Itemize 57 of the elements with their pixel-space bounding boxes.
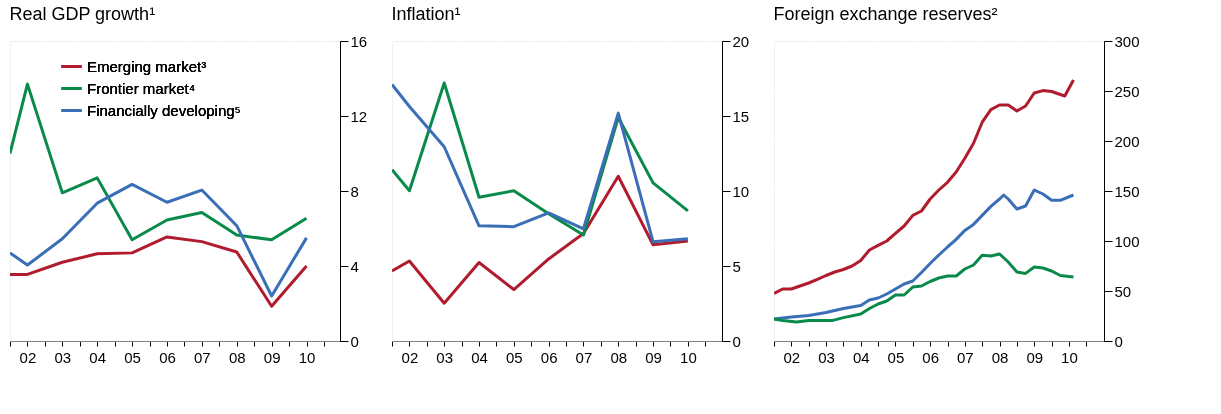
line-series — [392, 174, 690, 305]
y-tick-label: 50 — [1114, 282, 1132, 300]
x-tick-label: 06 — [922, 348, 939, 366]
chart-title: Real GDP growth¹ — [9, 4, 156, 24]
x-tick-label: 02 — [19, 348, 37, 366]
x-tick-label: 05 — [505, 348, 523, 366]
x-tick-label: 04 — [89, 348, 107, 366]
line-series — [10, 182, 309, 298]
y-tick-label: 0 — [1114, 332, 1123, 350]
x-tick-label: 10 — [680, 348, 697, 366]
x-tick-label: 06 — [540, 348, 558, 366]
y-tick-label: 12 — [350, 107, 368, 125]
line-series — [774, 252, 1075, 324]
x-tick-label: 05 — [124, 348, 141, 366]
x-tick-label: 08 — [991, 348, 1009, 366]
chart-title: Inflation¹ — [391, 4, 461, 24]
x-tick-label: 03 — [54, 348, 72, 366]
legend-label: Frontier market⁴ — [87, 79, 196, 97]
y-tick-label: 8 — [350, 182, 359, 200]
x-tick-label: 07 — [194, 348, 211, 366]
x-tick-label: 02 — [783, 348, 801, 366]
x-tick-label: 07 — [957, 348, 974, 366]
x-tick-label: 02 — [401, 348, 419, 366]
y-tick-label: 5 — [732, 257, 741, 275]
x-tick-label: 04 — [471, 348, 488, 366]
x-tick-label: 10 — [1061, 348, 1078, 366]
x-tick-label: 09 — [645, 348, 662, 366]
line-series — [774, 78, 1075, 295]
x-tick-label: 09 — [1026, 348, 1044, 366]
x-tick-label: 09 — [263, 348, 281, 366]
x-tick-label: 10 — [298, 348, 316, 366]
x-tick-label: 08 — [610, 348, 628, 366]
line-series — [774, 188, 1075, 321]
y-tick-label: 0 — [350, 332, 359, 350]
y-tick-label: 4 — [350, 257, 359, 275]
x-tick-label: 03 — [818, 348, 835, 366]
x-tick-label: 07 — [575, 348, 593, 366]
y-tick-label: 10 — [732, 182, 750, 200]
y-tick-label: 250 — [1114, 82, 1140, 100]
y-tick-label: 150 — [1114, 182, 1140, 200]
y-tick-label: 100 — [1114, 232, 1140, 250]
y-tick-label: 200 — [1114, 132, 1140, 150]
x-tick-label: 05 — [887, 348, 905, 366]
x-tick-label: 06 — [159, 348, 176, 366]
legend-label: Financially developing⁵ — [87, 101, 241, 119]
x-tick-label: 08 — [228, 348, 246, 366]
legend-label: Emerging market³ — [87, 57, 207, 75]
y-tick-label: 16 — [350, 32, 368, 50]
y-tick-label: 0 — [732, 332, 741, 350]
chart-title: Foreign exchange reserves² — [773, 4, 998, 24]
x-tick-label: 03 — [436, 348, 454, 366]
line-series — [10, 235, 309, 308]
x-tick-label: 04 — [852, 348, 870, 366]
y-tick-label: 20 — [732, 32, 750, 50]
y-tick-label: 300 — [1114, 32, 1140, 50]
y-tick-label: 15 — [732, 107, 750, 125]
line-series — [10, 82, 309, 242]
